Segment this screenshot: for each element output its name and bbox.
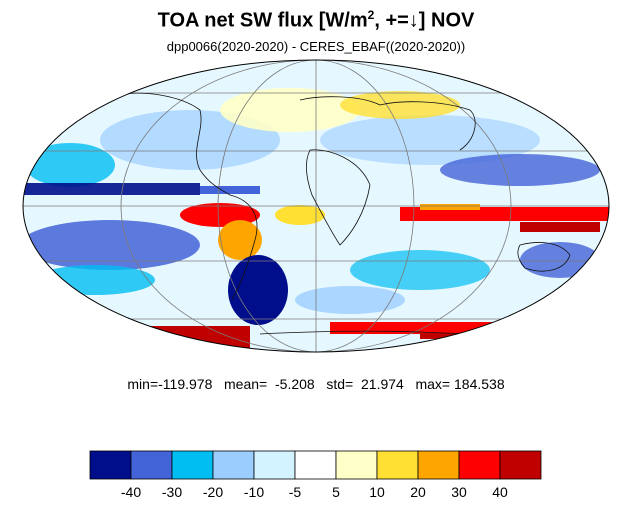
field-band — [200, 186, 260, 194]
field-patch — [218, 220, 262, 260]
colorbar-box — [171, 450, 214, 480]
colorbar-box — [376, 450, 419, 480]
colorbar-box — [417, 450, 460, 480]
colorbar-box — [499, 450, 542, 480]
colorbar-box — [89, 450, 132, 480]
colorbar-box — [335, 450, 378, 480]
field-band — [420, 204, 480, 210]
colorbar-box — [253, 450, 296, 480]
field-patch — [25, 143, 115, 187]
field-patch — [340, 91, 460, 119]
colorbar-label: -5 — [289, 484, 302, 500]
field-patch — [100, 110, 280, 170]
title-superscript: 2 — [367, 8, 375, 22]
colorbar-box — [212, 450, 255, 480]
field-band — [520, 222, 600, 232]
colorbar-label: -40 — [121, 484, 141, 500]
field-patch — [228, 255, 288, 325]
field-patch — [440, 154, 600, 186]
field-band — [400, 207, 609, 221]
colorbar-box — [294, 450, 337, 480]
map-subtitle: dpp0066(2020-2020) - CERES_EBAF((2020-20… — [166, 39, 466, 54]
colorbar-label: -20 — [203, 484, 223, 500]
colorbar-label: 30 — [451, 484, 467, 500]
map-border — [22, 59, 610, 353]
field-patch — [220, 88, 360, 132]
colorbar-box — [130, 450, 173, 480]
colorbar-label: 10 — [369, 484, 385, 500]
title-main: TOA net SW flux [W/m — [157, 9, 368, 32]
flux-field — [23, 60, 609, 352]
colorbar-labels: -40 -30 -20 -10 -5 5 10 20 30 40 — [121, 484, 508, 500]
field-patch — [23, 220, 200, 270]
field-patch — [275, 205, 325, 225]
colorbar-boxes — [89, 450, 542, 480]
title-rest: , +=↓] NOV — [374, 9, 475, 32]
field-patch — [350, 250, 490, 290]
stats-line: min=-119.978 mean= -5.208 std= 21.974 ma… — [127, 376, 505, 392]
colorbar-label: -30 — [162, 484, 182, 500]
colorbar-label: 5 — [332, 484, 340, 500]
colorbar-label: -10 — [244, 484, 264, 500]
map-title: TOA net SW flux [W/m2, +=↓] NOV — [0, 8, 632, 33]
colorbar-box — [458, 450, 501, 480]
field-band — [23, 183, 200, 195]
field-patch — [295, 286, 405, 314]
colorbar-label: 40 — [492, 484, 508, 500]
colorbar-label: 20 — [410, 484, 426, 500]
field-patch — [320, 115, 540, 165]
